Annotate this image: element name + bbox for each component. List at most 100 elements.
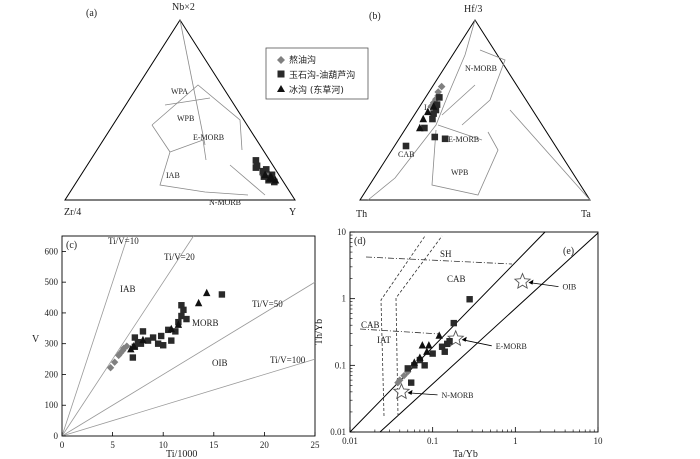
reference-star-n-morb <box>392 382 411 400</box>
data-point-yushigou <box>218 291 226 298</box>
panel-b-field-wpb: WPB <box>451 168 468 177</box>
data-point-binggou <box>435 331 443 339</box>
legend: 熬油沟 玉石沟-油葫芦沟 冰沟 (东草河) <box>265 47 369 100</box>
data-point-yushigou <box>183 315 190 323</box>
x-tick-label: 15 <box>209 440 219 450</box>
panel-b-field-boundaries <box>367 19 591 201</box>
panel-e-label: (e) <box>563 246 574 257</box>
y-tick-label: 0 <box>54 431 59 441</box>
reference-arrowhead <box>407 389 413 395</box>
data-point-yushigou <box>154 340 162 347</box>
data-point-yushigou <box>431 133 439 141</box>
panel-de-field-cab-upper: CAB <box>447 274 466 284</box>
panel-a-apex-top: Nb×2 <box>172 2 195 13</box>
data-point-aoyougou <box>427 102 436 111</box>
panel-b-label: (b) <box>369 11 381 22</box>
x-tick-label: 0.01 <box>342 436 358 446</box>
data-point-yushigou <box>252 157 260 164</box>
y-tick-label: 100 <box>45 400 59 410</box>
x-tick-label: 0.1 <box>427 436 438 446</box>
y-tick-label: 0.01 <box>330 427 346 437</box>
data-point-yushigou <box>262 166 270 173</box>
data-point-yushigou <box>149 334 157 341</box>
panel-c-ratio-lines <box>61 235 316 437</box>
panel-a-apex-left: Zr/4 <box>64 207 81 218</box>
panel-c-axes-frame <box>61 235 316 437</box>
panel-b-points <box>402 82 449 150</box>
panel-c-ratio-label-50: Ti/V=50 <box>252 299 283 309</box>
data-point-yushigou <box>134 338 142 346</box>
data-point-aoyougou <box>400 371 408 380</box>
data-point-yushigou <box>429 350 436 357</box>
panel-a-field-iab: IAB <box>166 171 180 180</box>
data-point-yushigou <box>450 319 457 327</box>
panel-c-label: (c) <box>66 240 77 251</box>
reference-arrowhead <box>461 336 467 342</box>
data-point-binggou <box>416 353 424 361</box>
panel-a-field-emorb: E-MORB <box>193 133 224 142</box>
data-point-yushigou <box>446 338 453 345</box>
data-point-yushigou <box>421 362 428 369</box>
data-point-yushigou <box>421 124 428 132</box>
panel-de-xlabel: Ta/Yb <box>453 449 478 459</box>
data-point-binggou <box>416 123 424 132</box>
legend-item-yushigou: 玉石沟-油葫芦沟 <box>277 69 355 81</box>
mantle-array-upper-line <box>349 231 546 433</box>
panel-a-field-nmorb: N-MORB <box>209 198 241 207</box>
panel-c-ratio-label-20: Ti/V=20 <box>164 252 195 262</box>
sh-cab-boundary <box>365 256 513 265</box>
data-point-yushigou <box>408 379 415 386</box>
reference-arrow <box>408 392 438 396</box>
panel-b-ternary: Hf/3 Th Ta (b) N-MORB IAB E-MORB CAB WPB <box>356 4 591 220</box>
data-point-binggou <box>424 107 432 116</box>
iat-left-boundary <box>380 235 426 417</box>
panel-c-field-morb: MORB <box>192 318 219 328</box>
data-point-yushigou <box>131 334 139 341</box>
reference-label: N-MORB <box>442 391 474 400</box>
data-point-aoyougou <box>114 351 123 360</box>
legend-triangle-marker <box>277 85 285 92</box>
y-tick-label: 200 <box>45 369 59 379</box>
y-tick-label: 500 <box>45 277 59 287</box>
data-point-yushigou <box>466 296 473 303</box>
legend-diamond-marker <box>277 56 285 64</box>
data-point-binggou <box>268 174 276 182</box>
reference-label: E-MORB <box>496 342 527 351</box>
panel-de-ticks: 0.01 0.1 1 10 0.01 0.1 1 10 <box>330 227 603 446</box>
panel-de-axes-frame <box>349 231 599 433</box>
cab-iat-boundary <box>359 328 441 335</box>
panel-a-field-boundaries <box>151 19 266 196</box>
panel-de-field-iat: IAT <box>377 335 391 345</box>
reference-label: OIB <box>562 283 576 292</box>
reference-arrowhead <box>528 279 534 285</box>
legend-item-aoyougou: 熬油沟 <box>277 54 316 66</box>
legend-label: 冰沟 (东草河) <box>289 84 344 96</box>
data-point-yushigou <box>129 354 137 361</box>
panel-a-label: (a) <box>86 8 97 19</box>
data-point-yushigou <box>178 302 185 309</box>
data-point-aoyougou <box>110 358 119 366</box>
panel-b-field-cab: CAB <box>398 150 414 159</box>
x-tick-label: 10 <box>594 436 604 446</box>
reference-arrow <box>529 282 559 288</box>
data-point-yushigou <box>404 365 411 372</box>
y-tick-label: 600 <box>45 246 59 256</box>
data-point-binggou <box>418 341 427 349</box>
ratio-line <box>61 235 129 437</box>
y-tick-label: 10 <box>337 227 347 237</box>
y-tick-label: 0.1 <box>335 360 346 370</box>
y-tick-label: 400 <box>45 308 59 318</box>
data-point-binggou <box>203 288 211 297</box>
data-point-binggou <box>429 102 438 110</box>
data-point-yushigou <box>436 94 443 101</box>
data-point-binggou <box>130 341 138 350</box>
ratio-line <box>61 358 316 437</box>
legend-item-binggou: 冰沟 (东草河) <box>277 84 344 96</box>
data-point-yushigou <box>438 343 446 350</box>
legend-square-marker <box>277 70 285 78</box>
panel-a-triangle-frame <box>64 19 296 201</box>
panel-c-ratio-label-10: Ti/V=10 <box>108 236 139 246</box>
panel-a-field-wpb: WPB <box>177 114 194 123</box>
data-point-yushigou <box>144 337 152 344</box>
data-point-yushigou <box>259 167 267 175</box>
